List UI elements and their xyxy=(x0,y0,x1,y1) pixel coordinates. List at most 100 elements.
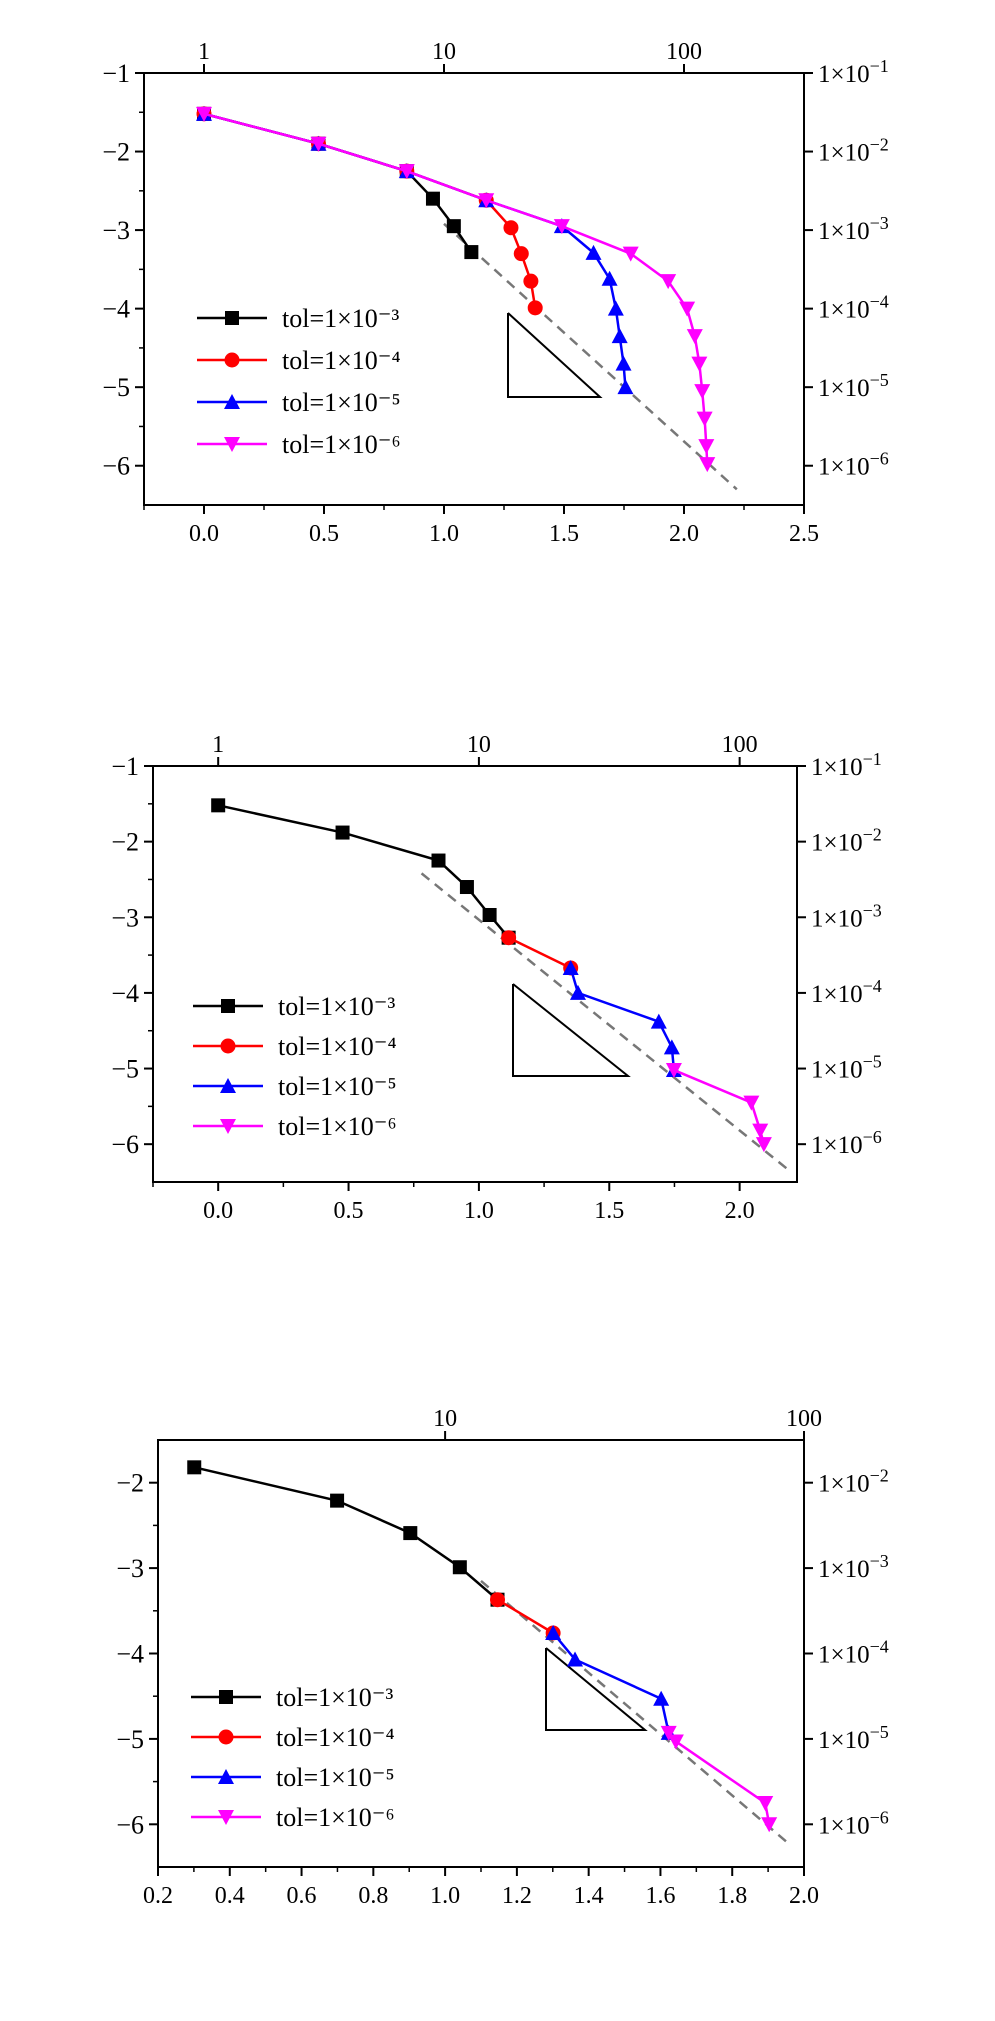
right-tick-label: 1×10−5 xyxy=(818,1722,889,1754)
y-tick-label: −3 xyxy=(111,903,139,932)
right-tick-label: 1×10−3 xyxy=(818,1551,889,1583)
series-line xyxy=(203,112,709,465)
chart-panel-2: 0.0 0.5 1.0 1.5 2.0 −6 −5 −4 −3 −2 −1 1×10−1 1×10−2 1… xyxy=(111,732,881,1224)
legend-marker xyxy=(224,352,240,368)
series-3 xyxy=(562,959,682,1078)
data-point xyxy=(196,106,212,122)
y-tick-label: −2 xyxy=(116,1469,144,1498)
y-tick-label: −4 xyxy=(111,979,139,1008)
slope-triangle xyxy=(507,312,603,398)
data-point xyxy=(425,191,440,206)
x-tick-label: 1.0 xyxy=(464,1198,494,1224)
x-tick-label: 0.5 xyxy=(309,521,339,547)
data-point xyxy=(611,328,628,344)
data-point xyxy=(403,1526,418,1541)
right-tick-label: 1×10−4 xyxy=(818,292,889,324)
data-point xyxy=(686,329,703,345)
right-tick-label: 1×10−6 xyxy=(818,449,889,481)
right-tick-label: 1×10−3 xyxy=(811,900,882,932)
data-point xyxy=(622,246,639,262)
x-tick-label: 0.8 xyxy=(358,1883,388,1909)
y-tick-label: −5 xyxy=(111,1055,139,1084)
y-tick-label: −6 xyxy=(102,452,130,481)
data-point xyxy=(398,164,415,180)
right-tick-label: 1×10−2 xyxy=(818,135,889,167)
right-tick-label: 1×10−6 xyxy=(811,1127,882,1159)
data-point xyxy=(757,1795,774,1811)
plot-frame xyxy=(152,765,798,1183)
x-tick-label: 2.0 xyxy=(669,521,699,547)
data-point xyxy=(755,1137,772,1153)
x-tick-label: 1.0 xyxy=(430,1883,460,1909)
top-tick-label: 10 xyxy=(432,39,456,65)
x-tick-label: 1.8 xyxy=(717,1883,747,1909)
y-tick-label: −4 xyxy=(116,1640,144,1669)
data-point xyxy=(607,300,624,316)
data-point xyxy=(211,798,226,813)
legend-label: tol=1×10⁻⁴ xyxy=(276,1723,395,1752)
series-1 xyxy=(211,798,516,945)
right-tick-label: 1×10−5 xyxy=(818,370,889,402)
data-point xyxy=(459,880,474,895)
slope-triangle xyxy=(545,1647,648,1731)
legend-label: tol=1×10⁻⁵ xyxy=(278,1072,397,1101)
legend-marker xyxy=(218,1810,234,1825)
data-point xyxy=(513,246,529,262)
y-tick-label: −2 xyxy=(102,138,130,167)
data-point xyxy=(601,270,618,286)
data-point xyxy=(650,1013,667,1029)
chart-panel-3: 0.2 0.4 0.6 0.8 1.0 1.2 1.4 1.6 1.8 2.0 −6 −5 −4 −3 −2… xyxy=(116,1406,888,1909)
series-4 xyxy=(660,1725,778,1833)
x-tick-label: 0.5 xyxy=(334,1198,364,1224)
series-line xyxy=(667,1732,771,1825)
legend-marker xyxy=(225,311,239,325)
right-tick-label: 1×10−2 xyxy=(818,1466,889,1498)
data-point xyxy=(478,193,495,209)
data-point xyxy=(653,1690,670,1706)
legend-label: tol=1×10⁻⁵ xyxy=(282,388,401,417)
legend-marker xyxy=(219,1690,233,1704)
data-point xyxy=(501,930,517,946)
y-tick-label: −4 xyxy=(102,295,130,324)
legend-label: tol=1×10⁻⁶ xyxy=(278,1112,397,1141)
slope-triangle xyxy=(512,983,631,1077)
plot-frame xyxy=(143,72,805,506)
top-tick-label: 10 xyxy=(433,1406,457,1432)
data-point xyxy=(761,1817,778,1833)
right-tick-label: 1×10−4 xyxy=(818,1637,889,1669)
top-tick-label: 100 xyxy=(722,732,758,758)
data-point xyxy=(585,244,602,260)
y-tick-label: −3 xyxy=(116,1554,144,1583)
legend-label: tol=1×10⁻⁶ xyxy=(276,1803,395,1832)
y-tick-label: −2 xyxy=(111,828,139,857)
right-tick-label: 1×10−3 xyxy=(818,213,889,245)
series-line xyxy=(552,1632,670,1734)
series-4 xyxy=(665,1063,772,1153)
data-point xyxy=(310,136,327,152)
y-tick-label: −1 xyxy=(111,752,139,781)
data-point xyxy=(562,959,579,975)
right-tick-label: 1×10−2 xyxy=(811,825,882,857)
x-tick-label: 0.0 xyxy=(189,521,219,547)
data-point xyxy=(523,273,539,289)
x-tick-label: 0.6 xyxy=(287,1883,317,1909)
right-tick-label: 1×10−5 xyxy=(811,1052,882,1084)
legend-marker xyxy=(220,1078,236,1093)
legend-marker xyxy=(224,394,240,409)
legend-marker xyxy=(218,1769,234,1784)
reference-slope-line xyxy=(443,222,738,491)
legend-marker xyxy=(221,999,235,1013)
legend-marker xyxy=(220,1038,236,1054)
data-point xyxy=(615,355,632,371)
data-point xyxy=(553,219,570,235)
data-point xyxy=(660,274,677,290)
series-line xyxy=(203,112,473,253)
top-tick-label: 100 xyxy=(786,1406,822,1432)
top-tick-label: 1 xyxy=(198,39,210,65)
legend-label: tol=1×10⁻³ xyxy=(276,1683,393,1712)
right-tick-label: 1×10−1 xyxy=(811,749,882,781)
data-point xyxy=(464,245,479,260)
series-4 xyxy=(196,106,716,473)
reference-slope-line xyxy=(480,1579,787,1843)
